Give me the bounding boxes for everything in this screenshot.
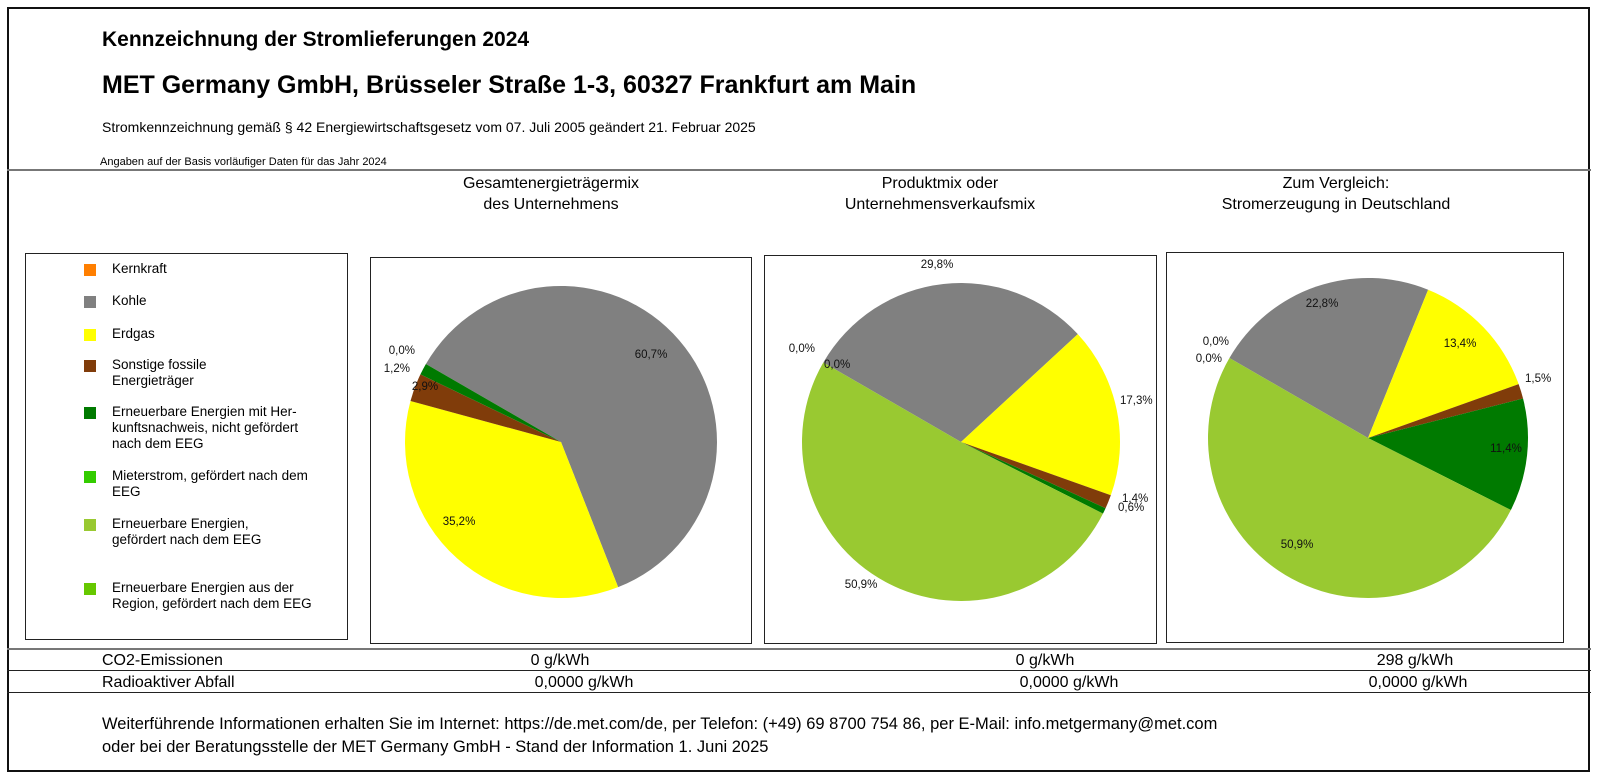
co2-label: CO2-Emissionen	[102, 652, 223, 669]
header-divider	[7, 169, 1591, 171]
legend-item-erneuerbare-region: Erneuerbare Energien aus der Region, gef…	[26, 580, 327, 612]
pie-slice	[961, 442, 1106, 514]
legend-swatch-icon	[84, 329, 96, 341]
chart-title-line: Stromerzeugung in Deutschland	[1221, 196, 1451, 213]
table-divider	[7, 648, 1591, 650]
pie-data-label: 17,3%	[1120, 395, 1153, 407]
pie-data-label: 50,9%	[845, 579, 878, 591]
co2-value-product: 0 g/kWh	[1015, 652, 1075, 669]
pie-data-label: 1,2%	[384, 363, 410, 375]
data-note: Angaben auf der Basis vorläufiger Daten …	[100, 156, 387, 168]
chart-title-line: Unternehmensverkaufsmix	[844, 196, 1036, 213]
pie-chart-1: 60,7% 35,2% 2,9%1,2% 0,0%	[384, 286, 717, 599]
pie-data-label: 0,0%	[1203, 336, 1229, 348]
legend-label: Erneuerbare Energien mit Her-kunftsnachw…	[112, 404, 299, 451]
legend-label: Erneuerbare Energien aus der Region, gef…	[112, 580, 312, 611]
pie-slice	[961, 334, 1120, 496]
chart-title-line: Produktmix oder	[881, 175, 999, 192]
legend-label: Sonstige fossile Energieträger	[112, 357, 207, 388]
pie-data-label: 35,2%	[443, 516, 476, 528]
legend-swatch-icon	[84, 360, 96, 372]
chart-title-company-mix: Gesamtenergieträgermix des Unternehmens	[361, 173, 741, 215]
pie-chart-3: 22,8% 13,4% 1,5% 11,4% 50,9% 0,0% 0,0%	[1196, 277, 1551, 598]
legend-label: Kohle	[112, 293, 147, 308]
pie-slice	[1208, 358, 1511, 598]
footer-contact: Weiterführende Informationen erhalten Si…	[102, 715, 1218, 733]
pie-slice	[405, 400, 619, 599]
chart-title-germany: Zum Vergleich: Stromerzeugung in Deutsch…	[1146, 173, 1526, 215]
pie-slice	[1368, 289, 1519, 438]
pie-data-label: 11,4%	[1490, 443, 1522, 455]
legend-label: Erdgas	[112, 326, 155, 341]
legend-swatch-icon	[84, 583, 96, 595]
co2-value-company: 0 g/kWh	[530, 652, 590, 669]
chart-title-line: Gesamtenergieträgermix	[462, 175, 640, 192]
pie-slice	[425, 286, 717, 588]
chart-title-line: Zum Vergleich:	[1282, 175, 1390, 192]
pie-data-label: 2,9%	[412, 381, 438, 393]
pie-data-label: 29,8%	[921, 259, 954, 271]
legend-swatch-icon	[84, 519, 96, 531]
pie-data-label: 1,5%	[1525, 373, 1551, 385]
legend-swatch-icon	[84, 471, 96, 483]
pie-slice	[1368, 384, 1524, 438]
legend-item-mieterstrom: Mieterstrom, gefördert nach dem EEG	[26, 468, 332, 500]
pie-chart-2: 29,8% 17,3% 1,4%0,6% 50,9% 0,0% 0,0%	[789, 259, 1153, 601]
pie-data-label: 0,0%	[389, 345, 415, 357]
co2-value-germany: 298 g/kWh	[1376, 652, 1454, 669]
pie-slice	[961, 442, 1111, 509]
legend-item-erneuerbare-hkn: Erneuerbare Energien mit Her-kunftsnachw…	[26, 404, 317, 452]
table-divider	[7, 692, 1591, 693]
document-frame	[7, 7, 1590, 772]
legend-label: Kernkraft	[112, 261, 167, 276]
pie-slice	[1368, 398, 1528, 511]
waste-label: Radioaktiver Abfall	[102, 674, 235, 691]
company-address: MET Germany GmbH, Brüsseler Straße 1-3, …	[102, 71, 917, 99]
legend-swatch-icon	[84, 407, 96, 419]
pie-data-label: 22,8%	[1306, 298, 1339, 310]
legend-item-kohle: Kohle	[26, 293, 332, 309]
chart-title-product-mix: Produktmix oder Unternehmensverkaufsmix	[750, 173, 1130, 215]
pie-data-label: 0,0%	[1196, 353, 1222, 365]
pie-slice	[410, 374, 561, 442]
legend-swatch-icon	[84, 296, 96, 308]
legend-swatch-icon	[84, 264, 96, 276]
pie-data-label: 0,0%	[789, 343, 815, 355]
pie-data-label: 13,4%	[1444, 338, 1477, 350]
pie-data-label: 60,7%	[635, 349, 668, 361]
pie-slice	[823, 283, 1078, 442]
pie-data-label: 50,9%	[1281, 539, 1314, 551]
legend-item-erneuerbare-eeg: Erneuerbare Energien, gefördert nach dem…	[26, 516, 262, 548]
waste-value-product: 0,0000 g/kWh	[1019, 674, 1119, 691]
waste-value-germany: 0,0000 g/kWh	[1368, 674, 1468, 691]
pie-slice	[802, 362, 1103, 601]
legend-label: Mieterstrom, gefördert nach dem EEG	[112, 468, 308, 499]
legend-item-kernkraft: Kernkraft	[26, 261, 332, 277]
footer-stand: oder bei der Beratungsstelle der MET Ger…	[102, 738, 769, 756]
legend-item-sonstige-fossile: Sonstige fossile Energieträger	[26, 357, 232, 389]
legend-label: Erneuerbare Energien, gefördert nach dem…	[112, 516, 262, 547]
document-title: Kennzeichnung der Stromlieferungen 2024	[102, 28, 530, 51]
pie-data-label: 0,0%	[824, 359, 850, 371]
waste-value-company: 0,0000 g/kWh	[534, 674, 634, 691]
chart-title-line: des Unternehmens	[483, 196, 619, 213]
legend: Kernkraft Kohle Erdgas Sonstige fossile …	[25, 253, 348, 640]
pie-data-label: 1,4%	[1122, 493, 1148, 505]
pie-slice	[420, 364, 561, 442]
legal-basis: Stromkennzeichnung gemäß § 42 Energiewir…	[102, 119, 756, 135]
pie-slice	[1229, 277, 1429, 438]
legend-item-erdgas: Erdgas	[26, 326, 332, 342]
pie-data-label: 0,6%	[1118, 502, 1144, 514]
table-divider	[7, 670, 1591, 671]
